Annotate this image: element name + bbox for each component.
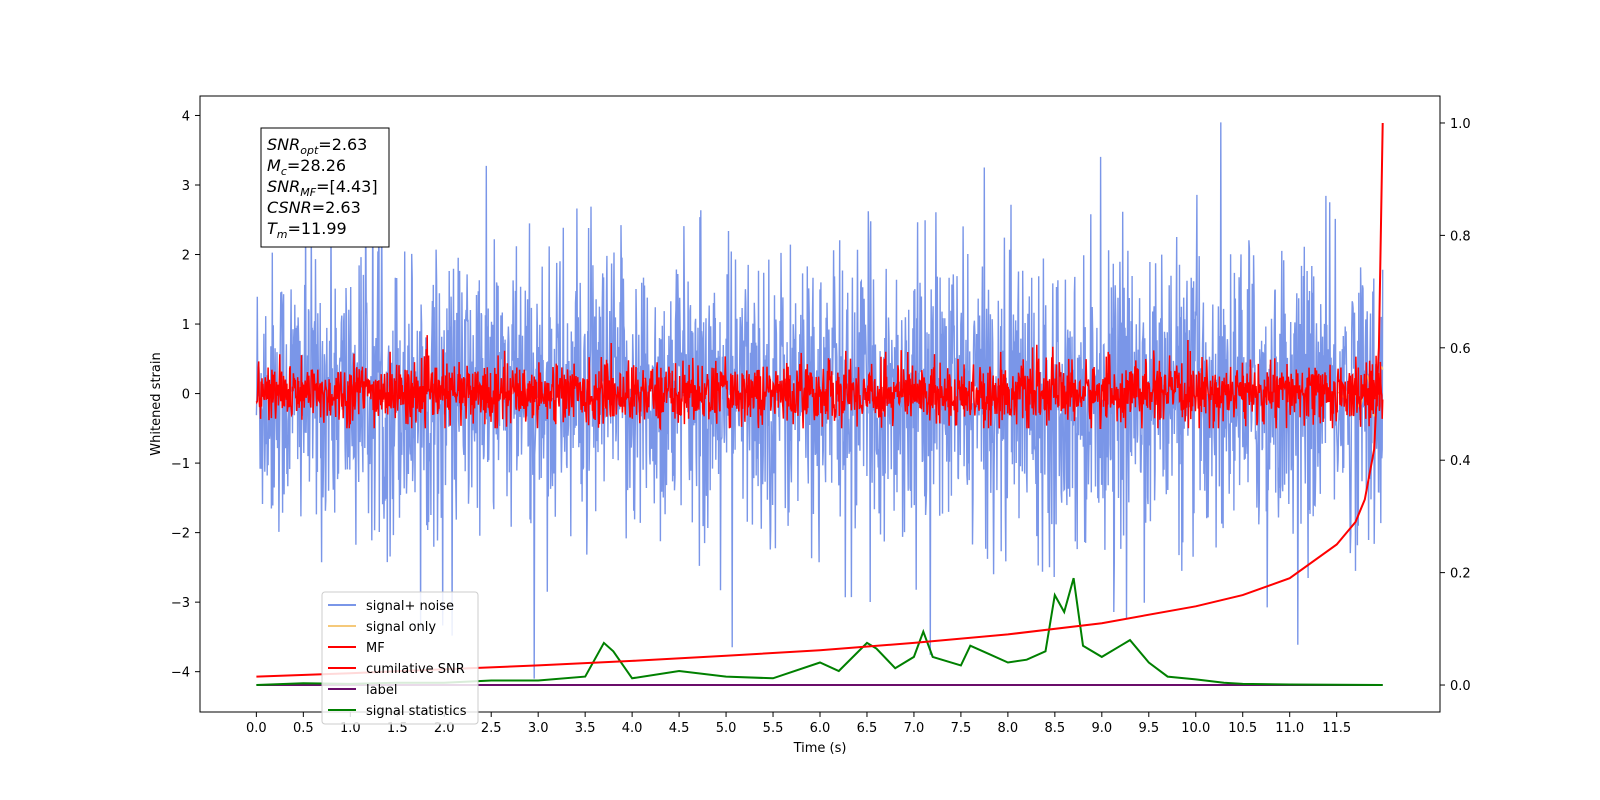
x-tick-label: 3.0	[528, 721, 549, 736]
legend-entry: signal+ noise	[366, 599, 454, 614]
x-tick-label: 7.0	[904, 721, 925, 736]
y2-tick-label: 0.4	[1450, 454, 1471, 469]
x-tick-label: 10.0	[1181, 721, 1210, 736]
annotation-line: SNRMF=[4.43]	[267, 177, 378, 199]
x-axis-label: Time (s)	[793, 741, 847, 756]
x-tick-label: 6.0	[810, 721, 831, 736]
x-tick-label: 2.5	[481, 721, 502, 736]
x-tick-label: 8.5	[1045, 721, 1066, 736]
y-axis-right: 1.0 0.8 0.6 0.4 0.2 0.0	[1440, 117, 1471, 694]
x-tick-label: 2.0	[434, 721, 455, 736]
legend-entry: cumilative SNR	[366, 662, 465, 677]
y-axis-label: Whitened strain	[149, 352, 164, 455]
y-tick-label: −1	[171, 457, 190, 472]
x-tick-label: 8.0	[998, 721, 1019, 736]
legend-frame	[321, 591, 479, 725]
x-tick-label: 11.5	[1322, 721, 1351, 736]
x-tick-label: 1.0	[340, 721, 361, 736]
legend: signal+ noise signal only MF cumilative SNR…	[321, 591, 479, 725]
y-tick-label: −2	[171, 527, 190, 542]
series-signal-statistics	[256, 577, 1383, 686]
x-tick-label: 0.0	[246, 721, 267, 736]
legend-entry: label	[366, 683, 397, 698]
legend-entry: signal only	[366, 620, 436, 635]
annotation-line: Tm=11.99	[267, 219, 347, 241]
y-tick-label: 4	[182, 109, 190, 124]
x-tick-label: 3.5	[575, 721, 596, 736]
legend-entry: MF	[366, 641, 385, 656]
y2-tick-label: 0.2	[1450, 567, 1471, 582]
x-tick-label: 9.0	[1091, 721, 1112, 736]
x-axis: 0.0 0.5 1.0 1.5 2.0 2.5 3.0 3.5 4.0 4.5 5.0 5.5 6.0 6…	[246, 712, 1351, 736]
x-tick-label: 6.5	[857, 721, 878, 736]
y-tick-label: −3	[171, 596, 190, 611]
x-tick-label: 0.5	[293, 721, 314, 736]
series-mf	[255, 335, 1384, 431]
x-tick-label: 1.5	[387, 721, 408, 736]
y2-tick-label: 1.0	[1450, 117, 1471, 132]
x-tick-label: 11.0	[1275, 721, 1304, 736]
y-tick-label: 0	[182, 388, 190, 403]
y2-tick-label: 0.6	[1450, 342, 1471, 357]
y-axis-left: 4 3 2 1 0 −1 −2 −3 −4	[171, 109, 200, 681]
series-signal-noise	[255, 122, 1384, 679]
annotation-line: CSNR=2.63	[267, 198, 361, 217]
annotation-line: SNRopt=2.63	[267, 135, 367, 157]
annotation-frame	[260, 127, 390, 248]
x-tick-label: 9.5	[1138, 721, 1159, 736]
x-tick-label: 5.5	[763, 721, 784, 736]
y-tick-label: −4	[171, 666, 190, 681]
annotation-box: SNRopt=2.63Mc=28.26SNRMF=[4.43]CSNR=2.63…	[260, 127, 390, 248]
series-cumulative-snr	[256, 122, 1384, 678]
y-tick-label: 3	[182, 179, 190, 194]
y-tick-label: 2	[182, 249, 190, 264]
x-tick-label: 4.5	[669, 721, 690, 736]
x-tick-label: 10.5	[1228, 721, 1257, 736]
y2-tick-label: 0.8	[1450, 229, 1471, 244]
x-tick-label: 4.0	[622, 721, 643, 736]
legend-entry: signal statistics	[366, 704, 467, 719]
y-tick-label: 1	[182, 318, 190, 333]
x-tick-label: 5.0	[716, 721, 737, 736]
y2-tick-label: 0.0	[1450, 679, 1471, 694]
x-tick-label: 7.5	[951, 721, 972, 736]
annotation-line: Mc=28.26	[267, 156, 346, 178]
